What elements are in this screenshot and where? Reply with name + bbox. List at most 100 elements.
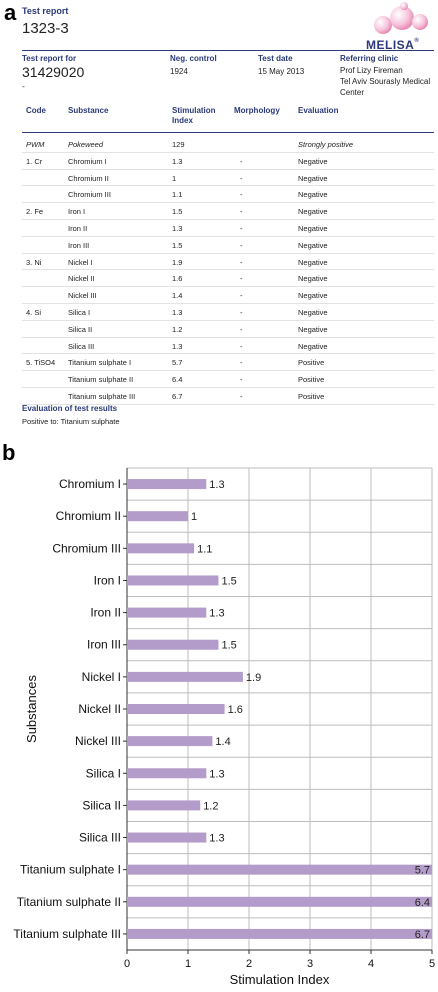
cell-index: 1.4 (172, 291, 183, 301)
cell-morphology: - (240, 240, 243, 250)
cell-evaluation: Negative (298, 207, 328, 217)
cell-substance: Nickel III (68, 291, 97, 301)
test-date-label: Test date (258, 54, 293, 63)
table-row: Silica II 1.2 - Negative (22, 321, 434, 338)
cell-code: 4. Si (26, 308, 42, 317)
col-header-morphology: Morphology (234, 106, 280, 115)
category-label: Chromium II (56, 509, 121, 523)
cell-evaluation: Negative (298, 291, 328, 301)
value-label: 1.4 (215, 736, 230, 748)
bar (127, 800, 201, 811)
category-label: Silica III (79, 831, 121, 845)
cell-index: 1.6 (172, 274, 183, 284)
x-axis-title: Stimulation Index (230, 972, 330, 987)
cell-substance: Pokeweed (68, 140, 104, 149)
bar (127, 511, 188, 522)
cell-code: 5. TiSO4 (26, 358, 56, 368)
cell-index: 1.3 (172, 341, 183, 351)
table-row: 2. Fe Iron I 1.5 - Negative (22, 203, 434, 220)
report-id: 1323-3 (22, 20, 69, 37)
value-label: 1 (191, 511, 197, 523)
x-tick-label: 0 (124, 958, 130, 970)
cell-evaluation: Negative (298, 156, 328, 166)
table-row: Iron II 1.3 - Negative (22, 220, 434, 237)
value-label: 1.5 (222, 575, 237, 587)
test-report-for-label: Test report for (22, 54, 77, 63)
evaluation-title: Evaluation of test results (22, 404, 118, 413)
table-row: Chromium II 1 - Negative (22, 170, 434, 187)
x-tick-label: 2 (246, 958, 252, 970)
cell-substance: Titanium sulphate II (68, 375, 134, 385)
cell-morphology: - (240, 392, 243, 401)
cell-evaluation: Negative (298, 173, 328, 183)
cell-index: 1.1 (172, 190, 183, 200)
table-row: Titanium sulphate II 6.4 - Positive (22, 371, 434, 388)
report-title: Test report (22, 6, 69, 16)
table-row: Chromium III 1.1 - Negative (22, 186, 434, 204)
neg-control-value: 1924 (170, 67, 188, 76)
cell-index: 6.7 (172, 392, 183, 401)
cell-index: 1.2 (172, 324, 183, 334)
cell-evaluation: Positive (298, 392, 325, 401)
referring-clinic-label: Referring clinic (340, 54, 399, 63)
table-row: Nickel II 1.6 - Negative (22, 270, 434, 288)
test-report-for-value: 31429020 (22, 64, 85, 80)
referring-clinic-line2: Tel Aviv Sourasly Medical (340, 77, 431, 86)
cell-evaluation: Negative (298, 274, 328, 284)
category-label: Nickel II (78, 702, 121, 716)
cell-morphology: - (240, 358, 243, 368)
value-label: 1.5 (222, 640, 237, 652)
y-axis-title: Substances (24, 675, 39, 743)
cell-index: 1.9 (172, 257, 183, 267)
cell-code: 1. Cr (26, 156, 43, 166)
category-label: Titanium sulphate II (17, 895, 121, 909)
cell-morphology: - (240, 291, 243, 301)
test-report-panel: Test report 1323-3 MELISA® Test report f… (22, 0, 436, 440)
category-label: Silica I (86, 766, 121, 780)
cell-evaluation: Strongly positive (298, 140, 354, 149)
referring-clinic-line1: Prof Lizy Fireman (340, 66, 403, 75)
col-header-evaluation: Evaluation (298, 106, 339, 115)
bar (127, 768, 207, 779)
cell-morphology: - (240, 156, 243, 166)
category-label: Chromium I (59, 477, 121, 491)
header-divider (22, 50, 434, 51)
bar (127, 639, 219, 650)
cell-morphology: - (240, 375, 243, 385)
cell-substance: Silica III (68, 341, 95, 351)
value-label: 6.7 (415, 929, 430, 941)
cell-index: 1.3 (172, 308, 183, 317)
table-row: 5. TiSO4 Titanium sulphate I 5.7 - Positive (22, 354, 434, 372)
cell-substance: Iron I (68, 207, 86, 217)
category-label: Silica II (82, 798, 121, 812)
cell-substance: Nickel I (68, 257, 93, 267)
cell-evaluation: Negative (298, 224, 328, 233)
value-label: 1.6 (228, 704, 243, 716)
value-label: 1.2 (203, 800, 218, 812)
cell-evaluation: Negative (298, 257, 328, 267)
table-row: 3. Ni Nickel I 1.9 - Negative (22, 254, 434, 271)
cell-evaluation: Negative (298, 240, 328, 250)
table-row: Nickel III 1.4 - Negative (22, 287, 434, 304)
value-label: 1.3 (209, 479, 224, 491)
stimulation-index-chart: Chromium I 1.3 Chromium II 1 Chromium III 1.1… (0, 440, 438, 992)
x-tick-label: 1 (185, 958, 191, 970)
bar (127, 607, 207, 618)
cell-substance: Titanium sulphate III (68, 392, 136, 401)
cell-evaluation: Positive (298, 375, 325, 385)
category-label: Titanium sulphate I (20, 863, 121, 877)
cell-substance: Chromium II (68, 173, 109, 183)
cell-evaluation: Positive (298, 358, 325, 368)
cell-index: 6.4 (172, 375, 183, 385)
cell-code: 2. Fe (26, 207, 44, 217)
bar (127, 896, 432, 907)
table-row: Titanium sulphate III 6.7 - Positive (22, 388, 434, 405)
panel-b-label: b (2, 440, 16, 465)
cell-evaluation: Negative (298, 324, 328, 334)
panel-a-label: a (4, 0, 17, 25)
value-label: 1.3 (209, 608, 224, 620)
cell-evaluation: Negative (298, 190, 328, 200)
cell-index: 1.5 (172, 240, 183, 250)
bar (127, 543, 195, 554)
table-header-divider (22, 132, 434, 133)
